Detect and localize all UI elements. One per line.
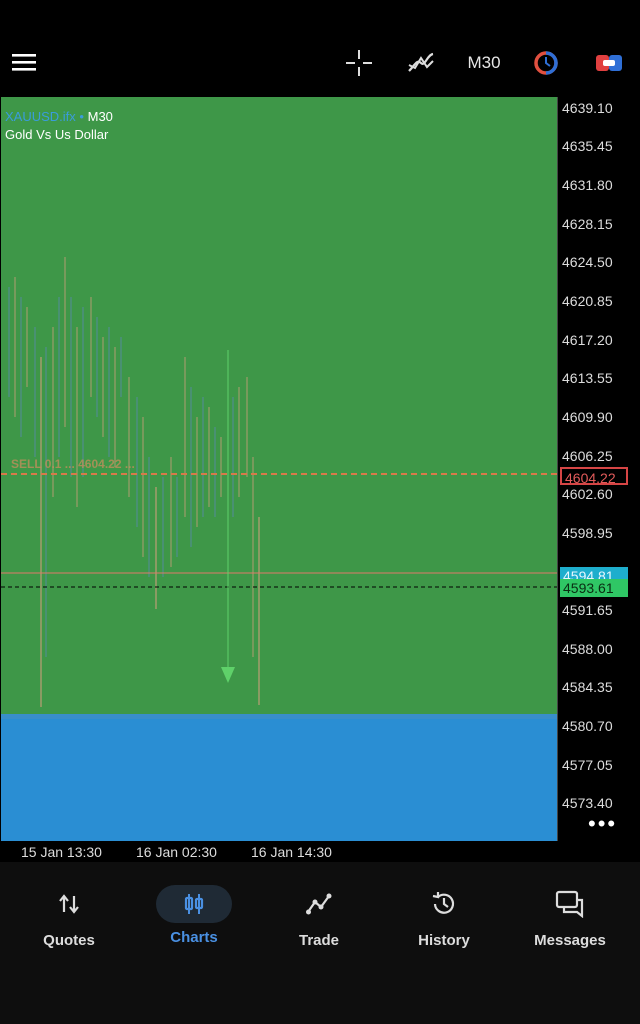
price-tick: 4635.45 — [562, 138, 613, 154]
order-label[interactable]: SELL 0.1 ... 4604.22 ... — [11, 457, 135, 471]
timeframe-label: M30 — [467, 53, 501, 72]
price-tick: 4598.95 — [562, 525, 613, 541]
menu-icon[interactable] — [8, 44, 40, 80]
symbol-timeframe: M30 — [87, 109, 113, 124]
nav-quotes[interactable]: Quotes — [14, 882, 124, 952]
bid-price-badge: 4593.61 — [560, 579, 628, 597]
history-icon — [389, 882, 499, 926]
chart-background — [1, 97, 557, 714]
price-tick: 4584.35 — [562, 679, 613, 695]
symbol-description: Gold Vs Us Dollar — [5, 127, 109, 142]
candles-layer — [1, 257, 557, 707]
timeframe-button[interactable]: M30 — [462, 46, 506, 80]
symbol-name: XAUUSD.ifx — [5, 109, 76, 124]
nav-label: History — [418, 932, 470, 949]
price-chart[interactable]: XAUUSD.ifx • M30 Gold Vs Us Dollar SELL … — [1, 97, 557, 841]
price-tick: 4588.00 — [562, 641, 613, 657]
symbol-header: XAUUSD.ifx • M30 — [5, 109, 113, 124]
price-tick: 4577.05 — [562, 757, 613, 773]
nav-label: Trade — [298, 932, 340, 949]
nav-trade[interactable]: Trade — [264, 882, 374, 952]
nav-label: Quotes — [43, 932, 95, 949]
more-options-icon[interactable]: ••• — [588, 811, 618, 836]
indicator-divider[interactable] — [1, 714, 557, 719]
time-tick: 16 Jan 02:30 — [136, 844, 217, 860]
price-tick: 4609.90 — [562, 409, 613, 425]
clock-icon[interactable] — [528, 44, 564, 82]
time-tick: 15 Jan 13:30 — [21, 844, 102, 860]
price-tick: 4639.10 — [562, 100, 613, 116]
order-price-badge: 4604.22 — [560, 467, 628, 486]
trade-arrow-head — [221, 667, 235, 683]
time-axis: 15 Jan 13:30 16 Jan 02:30 16 Jan 14:30 — [0, 842, 640, 862]
nav-label: Messages — [534, 932, 606, 949]
messages-icon — [515, 882, 625, 926]
nav-messages[interactable]: Messages — [515, 882, 625, 952]
charts-icon — [156, 885, 232, 923]
price-tick: 4617.20 — [562, 332, 613, 348]
quotes-icon — [14, 882, 124, 926]
nav-label: Charts — [170, 929, 218, 946]
crosshair-icon[interactable] — [340, 44, 378, 82]
price-tick: 4631.80 — [562, 177, 613, 193]
nav-charts[interactable]: Charts — [139, 882, 249, 952]
nav-history[interactable]: History — [389, 882, 499, 952]
price-tick: 4580.70 — [562, 718, 613, 734]
top-toolbar: M30 — [0, 0, 640, 96]
price-tick: 4613.55 — [562, 370, 613, 386]
trade-chart-icon — [264, 882, 374, 926]
price-tick: 4602.60 — [562, 486, 613, 502]
indicator-window — [1, 714, 557, 841]
price-tick: 4573.40 — [562, 795, 613, 811]
price-tick: 4628.15 — [562, 216, 613, 232]
time-tick: 16 Jan 14:30 — [251, 844, 332, 860]
price-tick: 4620.85 — [562, 293, 613, 309]
price-axis[interactable]: 4639.10 4635.45 4631.80 4628.15 4624.50 4620.… — [557, 97, 640, 841]
indicators-icon[interactable] — [402, 44, 440, 82]
price-tick: 4624.50 — [562, 254, 613, 270]
bottom-navigation: Quotes Charts Trade History Messages — [0, 862, 640, 1024]
trade-icon[interactable] — [590, 44, 628, 82]
price-tick: 4591.65 — [562, 602, 613, 618]
symbol-separator: • — [79, 109, 84, 124]
price-tick: 4606.25 — [562, 448, 613, 464]
